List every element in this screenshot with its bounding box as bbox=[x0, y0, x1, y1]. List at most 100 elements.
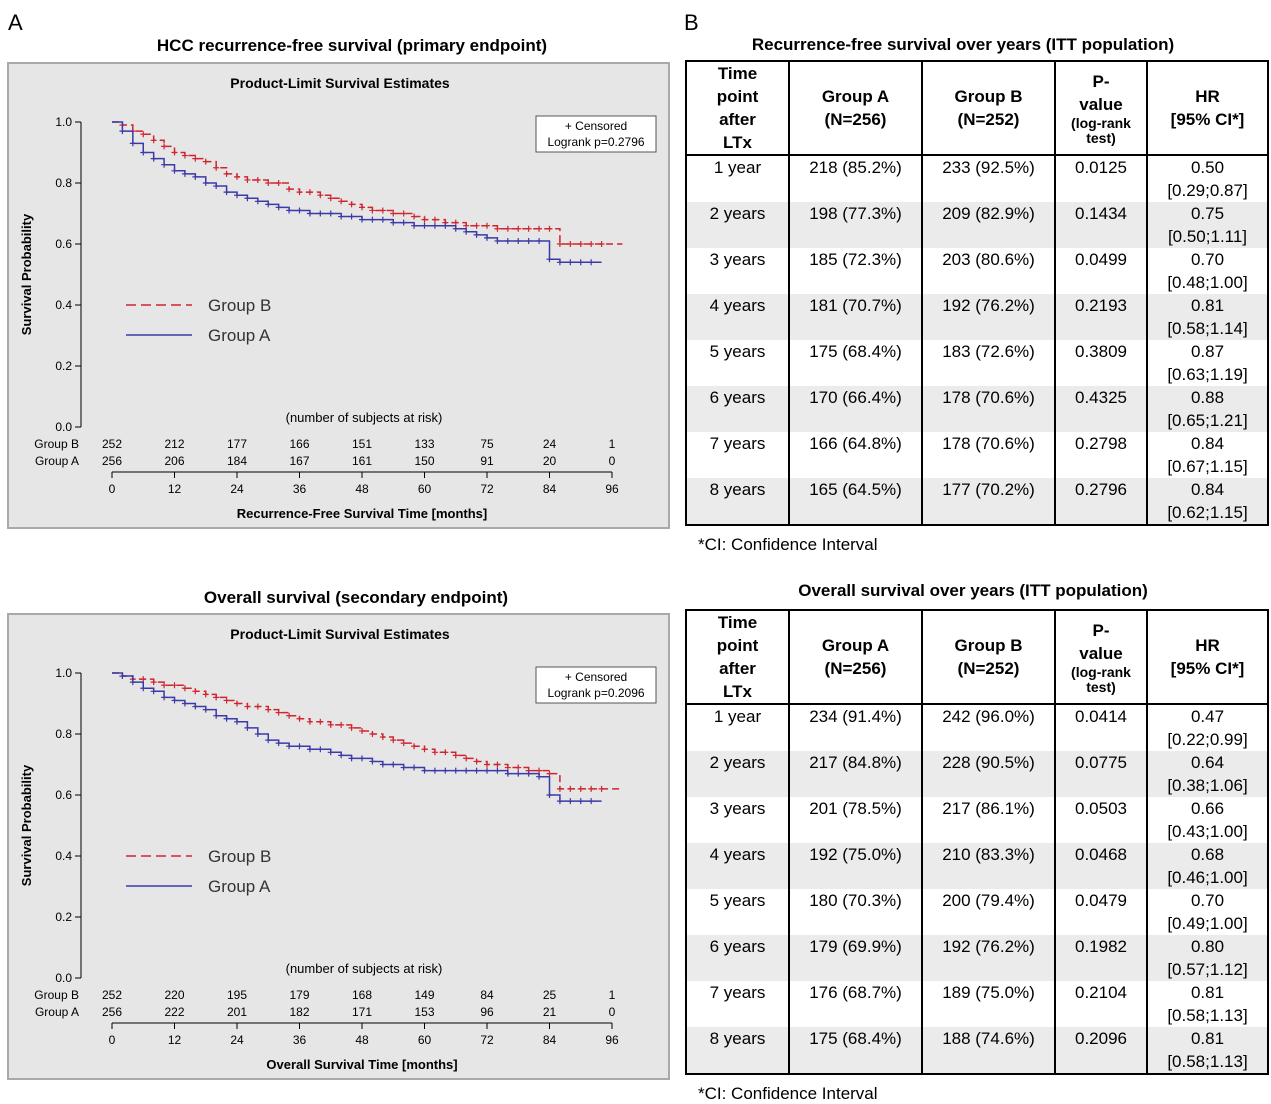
legend-label: Group A bbox=[208, 326, 271, 345]
cell-group-a: 185 (72.3%) bbox=[788, 248, 923, 294]
censor-mark bbox=[348, 213, 355, 220]
cell-p-value: 0.1434 bbox=[1054, 202, 1148, 248]
cell-p-value: 0.0468 bbox=[1054, 843, 1148, 889]
x-tick-label: 12 bbox=[168, 1033, 182, 1047]
table-row: 6 years 179 (69.9%) 192 (76.2%) 0.1982 0.80[… bbox=[685, 935, 1269, 981]
censor-mark bbox=[213, 694, 220, 701]
risk-count: 168 bbox=[352, 988, 372, 1002]
censor-mark bbox=[473, 767, 480, 774]
y-tick-label: 1.0 bbox=[55, 666, 72, 680]
cell-hr: 0.70 [0.49;1.00] bbox=[1146, 889, 1269, 935]
logrank-inset-box bbox=[535, 666, 657, 704]
censor-mark bbox=[244, 176, 251, 183]
censor-mark bbox=[369, 758, 376, 765]
censor-mark bbox=[369, 731, 376, 737]
recurrence-free-table: Time point after LTx Group A (N=256) Group B (N… bbox=[685, 60, 1269, 526]
censor-mark bbox=[452, 225, 459, 232]
risk-count: 149 bbox=[414, 988, 434, 1002]
cell-p-value: 0.0775 bbox=[1054, 751, 1148, 797]
table-row: 2 years 198 (77.3%) 209 (82.9%) 0.1434 0.75[… bbox=[685, 202, 1269, 248]
censor-mark bbox=[525, 225, 532, 232]
censor-mark bbox=[140, 676, 147, 683]
censor-mark bbox=[171, 697, 178, 704]
censor-mark bbox=[442, 749, 449, 756]
y-axis-label: Survival Probability bbox=[19, 213, 34, 335]
censor-mark bbox=[494, 767, 501, 774]
cell-p-value: 0.2193 bbox=[1054, 294, 1148, 340]
chart-title: Product-Limit Survival Estimates bbox=[230, 75, 450, 91]
y-tick-label: 0.2 bbox=[55, 910, 72, 924]
table-row: 4 years 192 (75.0%) 210 (83.3%) 0.0468 0.68[… bbox=[685, 843, 1269, 889]
cell-time: 1 year bbox=[685, 155, 790, 202]
censor-mark bbox=[244, 724, 251, 731]
censor-mark bbox=[286, 743, 293, 750]
censor-mark bbox=[504, 764, 511, 771]
risk-count: 201 bbox=[227, 1005, 247, 1019]
risk-count: 179 bbox=[289, 988, 309, 1002]
censor-mark bbox=[431, 767, 438, 774]
survival-curve-group-a bbox=[112, 672, 602, 802]
censor-mark bbox=[150, 688, 157, 695]
censor-mark bbox=[223, 189, 230, 196]
y-tick-label: 0.0 bbox=[55, 971, 72, 985]
censor-mark bbox=[598, 785, 605, 792]
censor-mark bbox=[442, 222, 449, 229]
cell-group-b: 183 (72.6%) bbox=[921, 340, 1056, 386]
y-axis-label: Survival Probability bbox=[19, 764, 34, 886]
censor-mark bbox=[265, 737, 272, 744]
cell-time: 3 years bbox=[685, 248, 790, 294]
x-tick-label: 84 bbox=[543, 1033, 557, 1047]
table-row: 3 years 185 (72.3%) 203 (80.6%) 0.0499 0.70[… bbox=[685, 248, 1269, 294]
header-group-a: Group A (N=256) bbox=[788, 60, 923, 156]
censor-mark bbox=[317, 718, 324, 725]
risk-table-caption: (number of subjects at risk) bbox=[286, 961, 443, 976]
risk-count: 151 bbox=[352, 437, 372, 451]
censor-mark bbox=[577, 798, 584, 805]
risk-count: 133 bbox=[414, 437, 434, 451]
censor-mark bbox=[484, 234, 490, 241]
cell-hr: 0.87 [0.63;1.19] bbox=[1146, 340, 1269, 386]
censor-mark bbox=[484, 222, 490, 229]
censor-mark bbox=[379, 734, 386, 741]
censor-mark bbox=[452, 219, 459, 226]
x-tick-label: 48 bbox=[355, 1033, 369, 1047]
chart-2-heading: Overall survival (secondary endpoint) bbox=[203, 588, 509, 607]
x-tick-label: 12 bbox=[168, 482, 182, 496]
censor-mark bbox=[317, 192, 324, 199]
censor-mark bbox=[338, 198, 345, 205]
table-row: 7 years 176 (68.7%) 189 (75.0%) 0.2104 0.81[… bbox=[685, 981, 1269, 1027]
cell-group-a: 192 (75.0%) bbox=[788, 843, 923, 889]
cell-group-a: 201 (78.5%) bbox=[788, 797, 923, 843]
cell-group-b: 192 (76.2%) bbox=[921, 294, 1056, 340]
censor-mark bbox=[463, 767, 470, 774]
censored-legend: + Censored bbox=[565, 670, 627, 684]
censor-mark bbox=[244, 703, 251, 710]
x-tick-label: 60 bbox=[418, 482, 432, 496]
cell-hr: 0.47 [0.22;0.99] bbox=[1146, 704, 1269, 751]
risk-row-label: Group B bbox=[34, 988, 79, 1002]
censor-mark bbox=[536, 773, 543, 780]
risk-count: 150 bbox=[414, 454, 434, 468]
cell-time: 4 years bbox=[685, 294, 790, 340]
cell-hr: 0.84 [0.67;1.15] bbox=[1146, 432, 1269, 478]
censor-mark bbox=[556, 259, 563, 266]
censor-mark bbox=[442, 767, 449, 774]
censor-mark bbox=[567, 785, 574, 792]
censor-mark bbox=[327, 721, 334, 728]
censor-mark bbox=[515, 770, 522, 777]
table-row: 4 years 181 (70.7%) 192 (76.2%) 0.2193 0.81[… bbox=[685, 294, 1269, 340]
risk-count: 1 bbox=[609, 988, 616, 1002]
censor-mark bbox=[494, 237, 501, 244]
chart-1-heading: HCC recurrence-free survival (primary en… bbox=[156, 36, 548, 55]
censor-mark bbox=[327, 210, 334, 217]
logrank-inset-box bbox=[535, 115, 657, 153]
censor-mark bbox=[588, 798, 595, 805]
censor-mark bbox=[515, 237, 522, 244]
cell-p-value: 0.1982 bbox=[1054, 935, 1148, 981]
x-tick-label: 24 bbox=[230, 482, 244, 496]
risk-count: 75 bbox=[480, 437, 494, 451]
censor-mark bbox=[536, 237, 543, 244]
header-group-b: Group B (N=252) bbox=[921, 60, 1056, 156]
cell-time: 6 years bbox=[685, 935, 790, 981]
risk-row-label: Group A bbox=[35, 1005, 79, 1019]
